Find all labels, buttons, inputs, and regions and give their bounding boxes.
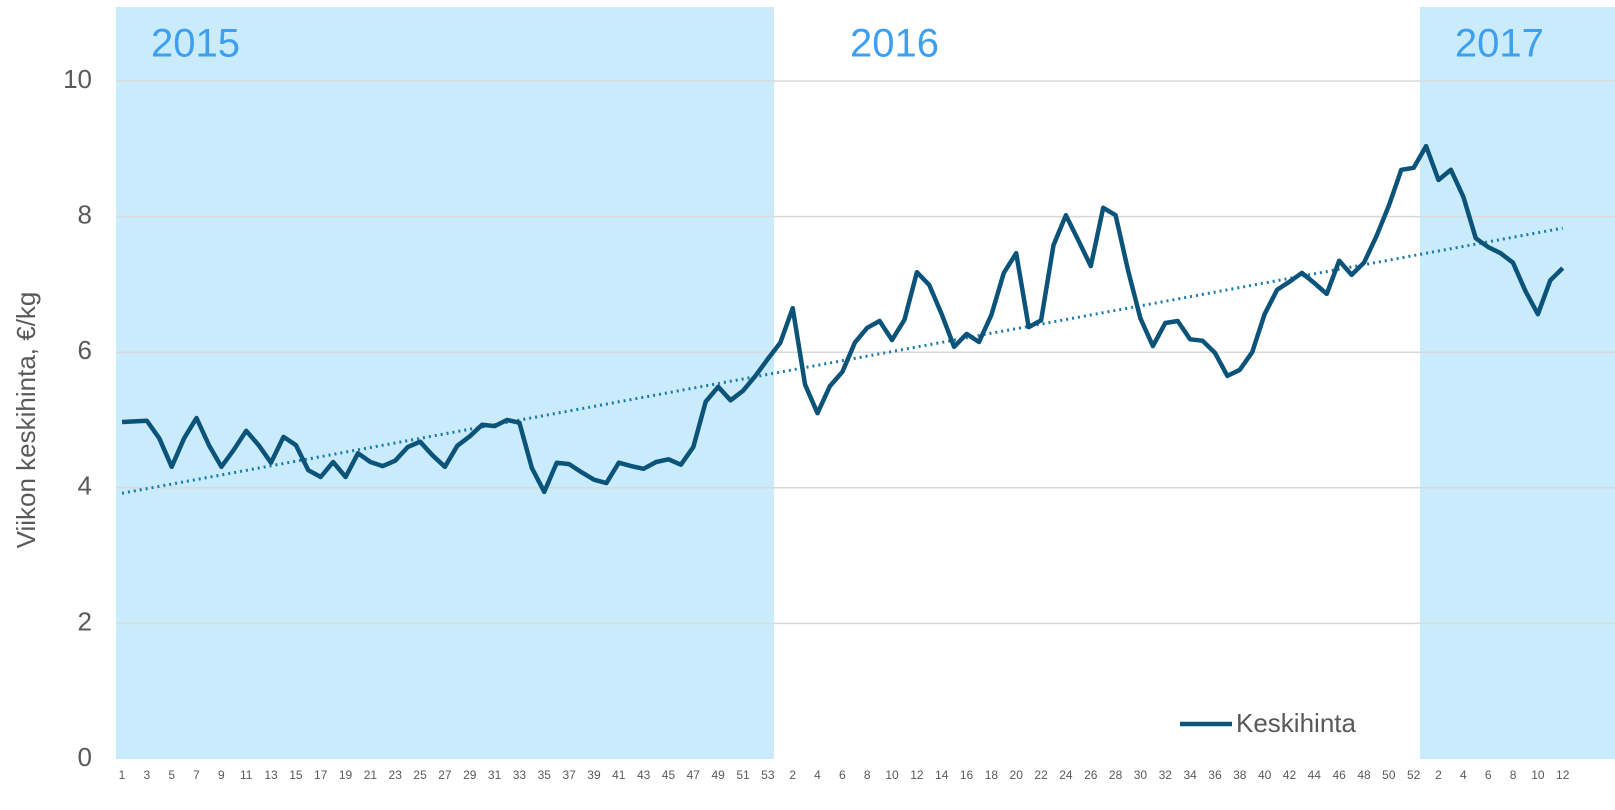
- y-tick-label: 0: [78, 742, 92, 772]
- x-tick-label: 43: [637, 768, 651, 782]
- x-tick-label: 4: [814, 768, 821, 782]
- x-tick-label: 44: [1308, 768, 1322, 782]
- x-tick-label: 15: [289, 768, 303, 782]
- year-label: 2016: [850, 22, 939, 66]
- x-tick-label: 10: [1531, 768, 1545, 782]
- x-tick-label: 17: [314, 768, 328, 782]
- x-tick-label: 25: [413, 768, 427, 782]
- x-tick-label: 20: [1010, 768, 1024, 782]
- x-tick-label: 53: [761, 768, 775, 782]
- x-tick-label: 31: [488, 768, 502, 782]
- x-tick-label: 6: [839, 768, 846, 782]
- x-tick-label: 23: [389, 768, 403, 782]
- x-tick-label: 8: [864, 768, 871, 782]
- y-tick-label: 2: [78, 606, 92, 636]
- x-tick-label: 29: [463, 768, 477, 782]
- x-tick-label: 27: [438, 768, 452, 782]
- x-tick-label: 22: [1034, 768, 1048, 782]
- x-tick-label: 4: [1460, 768, 1467, 782]
- x-tick-label: 50: [1382, 768, 1396, 782]
- x-tick-label: 3: [143, 768, 150, 782]
- x-tick-label: 28: [1109, 768, 1123, 782]
- x-tick-label: 37: [562, 768, 576, 782]
- x-tick-label: 9: [218, 768, 225, 782]
- x-tick-label: 49: [711, 768, 725, 782]
- x-tick-label: 26: [1084, 768, 1098, 782]
- x-tick-label: 33: [513, 768, 527, 782]
- trendline: [121, 226, 1563, 495]
- x-tick-label: 38: [1233, 768, 1247, 782]
- x-tick-label: 7: [193, 768, 200, 782]
- year-label: 2015: [151, 22, 240, 66]
- x-tick-label: 51: [736, 768, 750, 782]
- x-tick-label: 36: [1208, 768, 1222, 782]
- x-tick-label: 40: [1258, 768, 1272, 782]
- x-tick-label: 10: [885, 768, 899, 782]
- x-tick-label: 12: [910, 768, 924, 782]
- x-tick-label: 12: [1556, 768, 1570, 782]
- x-tick-label: 32: [1159, 768, 1173, 782]
- x-tick-label: 34: [1183, 768, 1197, 782]
- y-tick-label: 10: [63, 64, 92, 94]
- x-tick-label: 14: [935, 768, 949, 782]
- x-tick-label: 16: [960, 768, 974, 782]
- year-band: [116, 7, 775, 759]
- x-tick-label: 2: [789, 768, 796, 782]
- x-tick-label: 39: [587, 768, 601, 782]
- x-tick-label: 19: [339, 768, 353, 782]
- y-tick-label: 6: [78, 335, 92, 365]
- year-label: 2017: [1455, 22, 1544, 66]
- x-tick-label: 46: [1332, 768, 1346, 782]
- year-band: [1419, 7, 1615, 759]
- legend-label: Keskihinta: [1236, 708, 1356, 738]
- x-tick-label: 30: [1134, 768, 1148, 782]
- x-tick-label: 18: [985, 768, 999, 782]
- x-tick-label: 11: [240, 768, 253, 782]
- x-tick-label: 24: [1059, 768, 1073, 782]
- x-tick-label: 47: [687, 768, 701, 782]
- x-tick-label: 13: [264, 768, 278, 782]
- y-tick-label: 4: [78, 471, 92, 501]
- x-tick-label: 1: [119, 768, 126, 782]
- x-tick-label: 2: [1435, 768, 1442, 782]
- x-tick-label: 6: [1485, 768, 1492, 782]
- x-tick-label: 8: [1510, 768, 1517, 782]
- x-tick-label: 41: [612, 768, 626, 782]
- y-axis-label: Viikon keskihinta, €/kg: [11, 292, 41, 549]
- x-tick-label: 52: [1407, 768, 1421, 782]
- bands: [116, 7, 1615, 759]
- x-tick-label: 42: [1283, 768, 1297, 782]
- x-tick-label: 48: [1357, 768, 1371, 782]
- price-line: [121, 143, 1565, 495]
- x-tick-label: 35: [538, 768, 552, 782]
- x-tick-label: 5: [168, 768, 175, 782]
- x-tick-label: 21: [364, 768, 378, 782]
- y-tick-label: 8: [78, 199, 92, 229]
- x-tick-label: 45: [662, 768, 676, 782]
